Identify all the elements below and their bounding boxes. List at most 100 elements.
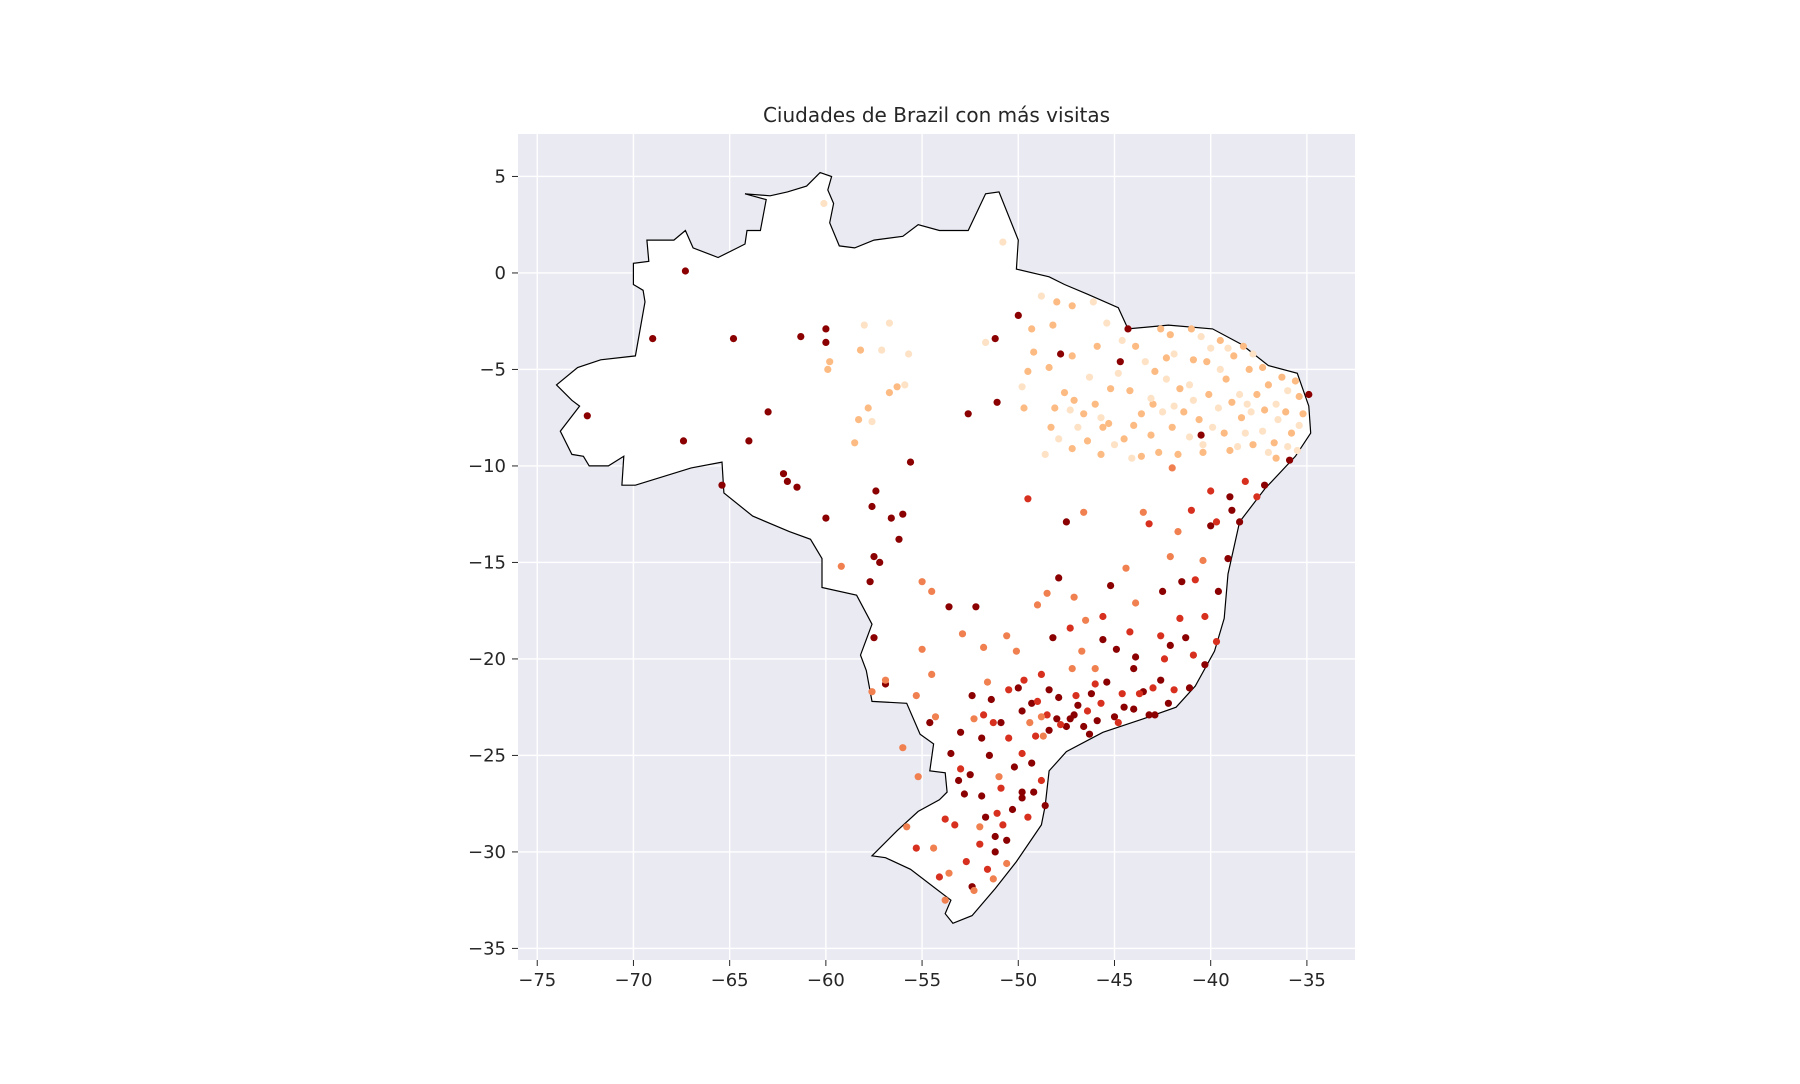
city-point xyxy=(1185,381,1194,389)
city-point xyxy=(1005,686,1013,694)
city-point xyxy=(837,562,845,570)
city-point xyxy=(1085,730,1094,738)
city-point xyxy=(1097,450,1105,458)
city-point xyxy=(1259,363,1267,372)
city-point xyxy=(991,335,999,343)
city-point xyxy=(1284,387,1292,395)
city-point xyxy=(1053,298,1061,306)
city-point xyxy=(1253,390,1261,399)
city-point xyxy=(1191,576,1199,584)
city-point xyxy=(1066,406,1074,414)
city-point xyxy=(681,267,690,275)
city-point xyxy=(1145,520,1153,528)
city-point xyxy=(1187,506,1195,514)
city-point xyxy=(1137,410,1145,418)
city-point xyxy=(1032,732,1040,740)
city-point xyxy=(1068,665,1076,673)
city-point xyxy=(1185,684,1194,692)
y-tick-label: −25 xyxy=(468,745,506,766)
city-point xyxy=(1293,446,1301,455)
city-point xyxy=(928,587,936,596)
city-point xyxy=(1162,375,1170,383)
city-point xyxy=(1228,398,1236,406)
city-point xyxy=(1078,647,1086,655)
city-point xyxy=(1187,325,1195,333)
city-point xyxy=(1286,456,1294,464)
city-point xyxy=(870,634,878,642)
city-point xyxy=(1080,508,1088,516)
city-point xyxy=(1028,699,1036,707)
city-point xyxy=(1199,556,1207,565)
city-point xyxy=(826,358,834,366)
city-point xyxy=(1139,508,1147,516)
city-point xyxy=(718,481,726,489)
city-point xyxy=(997,719,1005,727)
city-point xyxy=(1049,634,1057,642)
city-point xyxy=(980,643,988,652)
city-point xyxy=(797,333,805,341)
city-point xyxy=(1026,719,1034,727)
city-point xyxy=(1162,354,1170,362)
city-point xyxy=(1028,325,1036,333)
city-point xyxy=(1055,574,1063,582)
city-point xyxy=(1118,690,1126,698)
city-point xyxy=(945,603,953,611)
city-point xyxy=(1222,375,1230,383)
city-point xyxy=(941,815,949,823)
city-point xyxy=(1110,441,1119,449)
city-point xyxy=(1201,661,1209,669)
city-point xyxy=(993,398,1001,406)
city-point xyxy=(968,692,976,700)
city-point xyxy=(1216,365,1224,373)
city-point xyxy=(1066,624,1074,632)
city-point xyxy=(870,553,878,561)
city-point xyxy=(1099,423,1107,431)
city-point xyxy=(779,470,788,478)
city-point xyxy=(856,346,865,354)
y-axis-ticks: 5 0 −5 −10 −15 −20 −25 −30 −35 xyxy=(468,166,518,959)
city-point xyxy=(976,840,984,848)
city-point xyxy=(1055,435,1063,443)
y-tick-label: 5 xyxy=(495,166,506,187)
city-point xyxy=(957,728,965,736)
city-point xyxy=(820,199,828,208)
city-point xyxy=(868,418,876,426)
city-point xyxy=(1141,358,1149,366)
city-point xyxy=(1180,408,1188,416)
city-point xyxy=(1093,342,1101,350)
city-point xyxy=(1116,358,1124,366)
city-point xyxy=(1020,676,1028,684)
city-point xyxy=(1249,441,1257,449)
city-point xyxy=(970,886,978,895)
city-point xyxy=(983,865,992,873)
city-point xyxy=(926,719,934,727)
city-point xyxy=(1189,396,1197,404)
city-point xyxy=(999,821,1007,829)
city-point xyxy=(1082,616,1090,624)
city-point xyxy=(1247,408,1255,416)
city-point xyxy=(1110,713,1119,721)
city-point xyxy=(1114,369,1122,377)
city-point xyxy=(1170,350,1178,358)
city-point xyxy=(1128,454,1136,462)
city-point xyxy=(1230,352,1238,360)
city-point xyxy=(745,437,753,445)
city-point xyxy=(1107,385,1115,393)
city-point xyxy=(1068,302,1076,310)
city-point xyxy=(1105,419,1113,428)
city-point xyxy=(1168,464,1176,472)
city-point xyxy=(1085,373,1094,381)
city-point xyxy=(1118,336,1126,345)
city-point xyxy=(1008,805,1017,814)
city-point xyxy=(962,858,970,866)
city-point xyxy=(872,487,880,495)
city-point xyxy=(928,670,936,679)
y-tick-label: 0 xyxy=(495,263,506,284)
city-point xyxy=(1226,446,1234,455)
city-point xyxy=(1291,377,1299,385)
city-point xyxy=(1197,431,1205,439)
city-point xyxy=(918,578,926,586)
city-point xyxy=(1114,719,1122,727)
city-point xyxy=(1030,348,1038,356)
city-point xyxy=(1018,788,1026,796)
